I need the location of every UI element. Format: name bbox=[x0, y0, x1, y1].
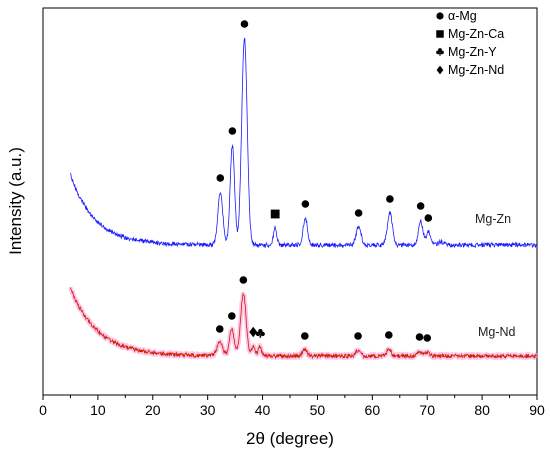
circle-marker bbox=[228, 312, 236, 320]
circle-marker bbox=[424, 214, 433, 222]
diamond-marker bbox=[249, 326, 258, 338]
circle-marker bbox=[301, 200, 310, 208]
x-tick-label: 10 bbox=[90, 402, 106, 418]
series-halo bbox=[68, 286, 539, 361]
y-axis-title: Intensity (a.u.) bbox=[6, 147, 25, 255]
diamond-marker bbox=[436, 65, 444, 75]
x-tick-label: 60 bbox=[365, 402, 381, 418]
circle-marker bbox=[215, 325, 224, 333]
x-axis-ticks: 0 10 20 30 40 50 60 70 80 90 bbox=[39, 395, 545, 418]
x-tick-label: 50 bbox=[310, 402, 326, 418]
legend-label: Mg-Zn-Nd bbox=[448, 63, 504, 77]
legend-label: α-Mg bbox=[448, 9, 477, 23]
legend-label: Mg-Zn-Ca bbox=[448, 27, 504, 41]
square-marker bbox=[436, 30, 444, 38]
series-layer bbox=[68, 37, 539, 361]
circle-marker bbox=[354, 209, 363, 217]
circle-marker bbox=[228, 127, 237, 135]
circle-marker bbox=[216, 174, 225, 182]
circle-marker bbox=[301, 332, 309, 340]
circle-marker bbox=[239, 276, 248, 284]
series-labels: Mg-Zn Mg-Nd bbox=[475, 212, 516, 339]
square-marker bbox=[270, 209, 280, 219]
circle-marker bbox=[385, 331, 393, 339]
x-tick-label: 70 bbox=[419, 402, 435, 418]
x-tick-label: 80 bbox=[474, 402, 490, 418]
circle-marker bbox=[415, 333, 424, 341]
x-axis-title: 2θ (degree) bbox=[246, 429, 334, 448]
circle-marker bbox=[354, 332, 362, 340]
x-tick-label: 0 bbox=[39, 402, 47, 418]
club-marker bbox=[436, 48, 444, 56]
x-tick-label: 40 bbox=[255, 402, 271, 418]
series-label: Mg-Zn bbox=[475, 212, 511, 226]
legend-label: Mg-Zn-Y bbox=[448, 45, 497, 59]
circle-marker bbox=[240, 20, 249, 28]
x-tick-label: 20 bbox=[145, 402, 161, 418]
circle-marker bbox=[416, 202, 425, 210]
marker-layer bbox=[215, 20, 433, 342]
circle-marker bbox=[436, 12, 444, 20]
circle-marker bbox=[386, 195, 394, 203]
x-tick-label: 30 bbox=[200, 402, 216, 418]
circle-marker bbox=[423, 334, 432, 342]
series-label: Mg-Nd bbox=[478, 325, 516, 339]
club-marker bbox=[255, 328, 265, 338]
legend: α-Mg Mg-Zn-Ca Mg-Zn-Y Mg-Zn-Nd bbox=[436, 9, 504, 77]
x-tick-label: 90 bbox=[529, 402, 545, 418]
series-line bbox=[70, 37, 538, 249]
series-line bbox=[70, 287, 538, 360]
